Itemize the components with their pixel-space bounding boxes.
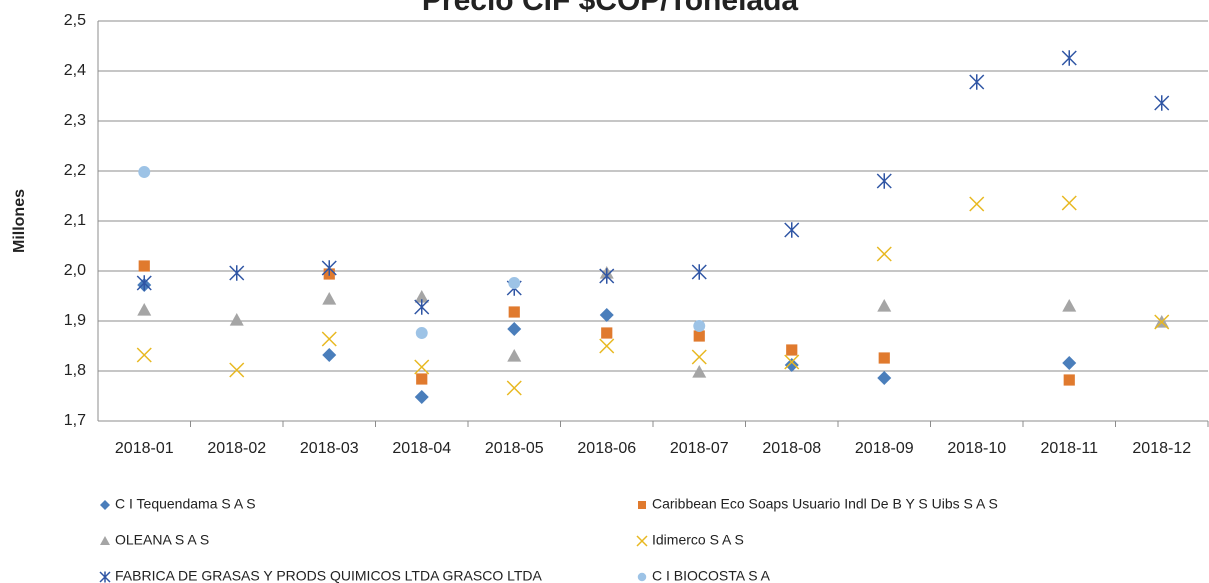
legend-label: OLEANA S A S <box>115 532 209 548</box>
marker <box>638 501 646 509</box>
legend-label: Idimerco S A S <box>652 532 744 548</box>
marker <box>137 303 152 316</box>
marker <box>322 292 337 305</box>
marker <box>784 358 799 372</box>
y-tick-label: 1,7 <box>64 412 86 429</box>
marker <box>693 330 705 342</box>
marker <box>969 74 985 90</box>
marker <box>415 327 428 339</box>
marker <box>321 260 337 276</box>
y-tick-label: 2,1 <box>64 212 86 229</box>
marker <box>599 268 615 284</box>
x-tick-label: 2018-09 <box>855 440 914 457</box>
marker <box>1062 299 1077 312</box>
marker <box>599 338 615 354</box>
marker <box>100 500 110 510</box>
y-tick-label: 2,3 <box>64 112 86 129</box>
marker <box>691 264 707 280</box>
marker <box>136 347 152 363</box>
marker <box>1061 195 1077 211</box>
y-tick-label: 2,2 <box>64 162 86 179</box>
marker <box>637 572 647 582</box>
marker <box>878 352 890 364</box>
marker <box>1061 50 1077 66</box>
marker <box>414 290 429 303</box>
marker <box>784 354 800 370</box>
marker <box>876 173 892 189</box>
marker <box>229 313 244 326</box>
marker <box>1154 314 1170 330</box>
marker <box>876 246 892 262</box>
marker <box>416 373 428 385</box>
x-tick-label: 2018-10 <box>947 440 1006 457</box>
marker <box>507 349 522 362</box>
marker <box>786 344 798 356</box>
x-tick-label: 2018-12 <box>1132 440 1191 457</box>
x-tick-label: 2018-03 <box>300 440 359 457</box>
marker <box>692 365 707 378</box>
legend-label: Caribbean Eco Soaps Usuario Indl De B Y … <box>652 496 998 512</box>
legend-label: C I Tequendama S A S <box>115 496 256 512</box>
x-tick-label: 2018-05 <box>485 440 544 457</box>
chart-title: Precio CIF $COP/Tonelada <box>422 0 799 17</box>
x-tick-label: 2018-04 <box>392 440 451 457</box>
marker <box>229 265 245 281</box>
y-axis-label: Millones <box>11 189 28 253</box>
x-tick-label: 2018-07 <box>670 440 729 457</box>
marker <box>138 260 150 272</box>
marker <box>599 308 614 322</box>
marker <box>99 571 111 583</box>
y-tick-label: 1,8 <box>64 362 86 379</box>
y-tick-label: 1,9 <box>64 312 86 329</box>
marker <box>414 390 429 404</box>
marker <box>508 277 521 289</box>
marker <box>1062 356 1077 370</box>
marker <box>229 362 245 378</box>
x-tick-label: 2018-01 <box>115 440 174 457</box>
marker <box>414 299 430 315</box>
marker <box>506 380 522 396</box>
marker <box>508 306 520 318</box>
x-tick-label: 2018-11 <box>1040 440 1098 457</box>
marker <box>321 331 337 347</box>
marker <box>784 222 800 238</box>
legend-label: FABRICA DE GRASAS Y PRODS QUIMICOS LTDA … <box>115 568 543 583</box>
y-tick-label: 2,4 <box>64 62 86 79</box>
x-tick-label: 2018-06 <box>577 440 636 457</box>
marker <box>1154 95 1170 111</box>
marker <box>877 371 892 385</box>
marker <box>507 322 522 336</box>
marker <box>601 327 613 339</box>
marker <box>414 359 430 375</box>
x-tick-label: 2018-08 <box>762 440 821 457</box>
marker <box>138 166 151 178</box>
marker <box>322 348 337 362</box>
marker <box>969 196 985 212</box>
marker <box>636 535 648 547</box>
marker <box>693 320 706 332</box>
y-tick-label: 2,0 <box>64 262 86 279</box>
marker <box>136 275 152 291</box>
legend-label: C I BIOCOSTA S A <box>652 568 771 583</box>
marker <box>877 299 892 312</box>
marker <box>100 536 110 545</box>
x-tick-label: 2018-02 <box>207 440 266 457</box>
marker <box>1063 374 1075 386</box>
marker <box>691 349 707 365</box>
y-tick-label: 2,5 <box>64 12 86 29</box>
